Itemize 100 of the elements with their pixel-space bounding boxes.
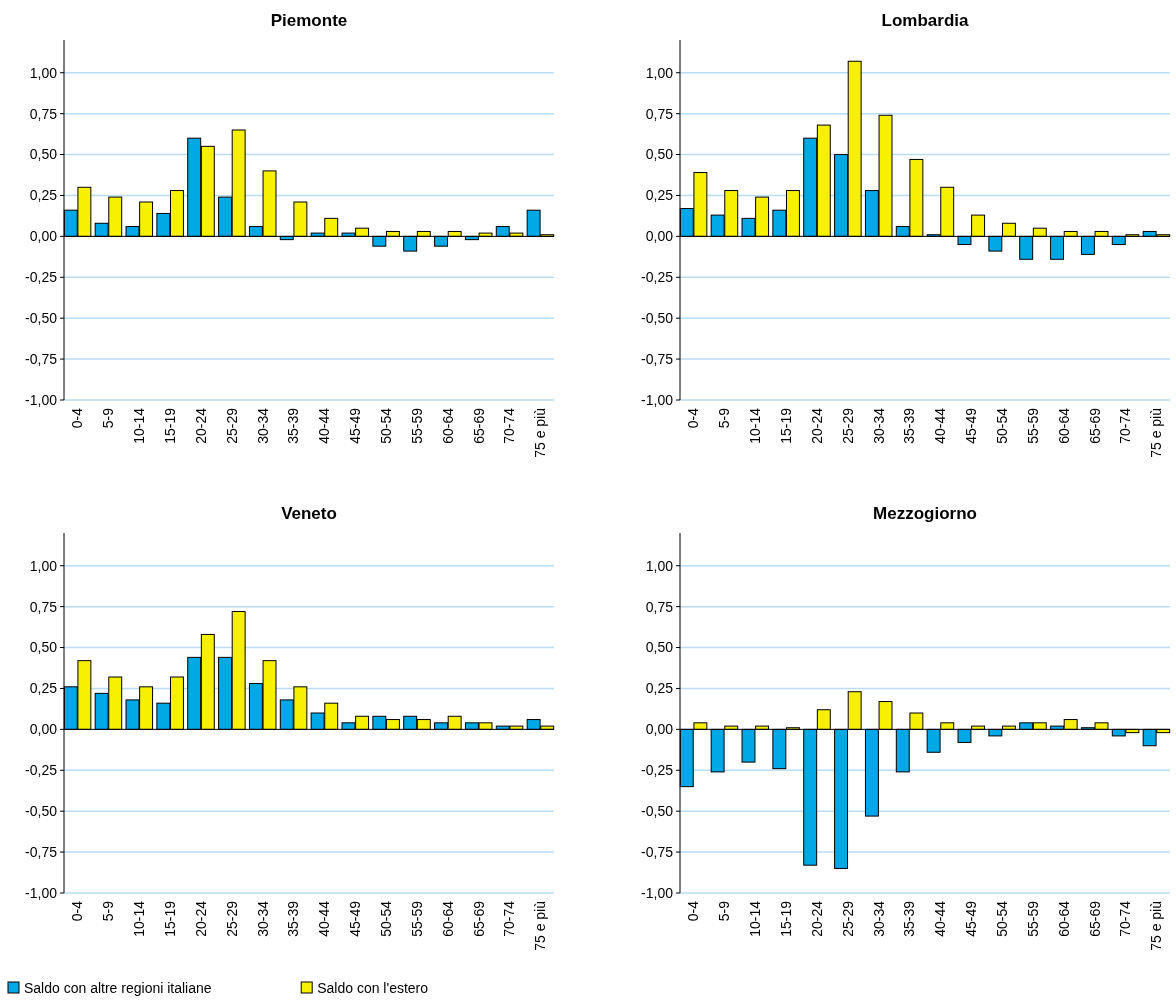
y-tick-label: 0,50 [645, 639, 674, 656]
x-tick-label: 40-44 [316, 900, 333, 937]
y-tick-label: -0,25 [641, 269, 674, 286]
x-tick-label: 30-34 [254, 900, 271, 937]
x-tick-label: 50-54 [994, 900, 1011, 937]
x-tick-label: 25-29 [223, 900, 240, 937]
x-tick-label: 5-9 [100, 900, 117, 922]
y-tick-label: 0,25 [645, 187, 674, 204]
x-tick-label: 55-59 [408, 900, 425, 937]
x-tick-label: 20-24 [192, 407, 209, 444]
x-tick-label: 30-34 [254, 407, 271, 444]
y-tick-label: 0,25 [645, 680, 674, 697]
y-tick-label: -0,50 [25, 803, 58, 820]
x-tick-label: 60-64 [1055, 407, 1072, 444]
y-tick-label: 0,00 [29, 228, 58, 245]
y-tick-label: 0,50 [29, 146, 58, 163]
x-tick-label: 5-9 [716, 900, 733, 922]
x-tick-label: 40-44 [932, 407, 949, 444]
y-tick-label: 0,50 [645, 146, 674, 163]
x-tick-label: 55-59 [1024, 900, 1041, 937]
legend-label: Saldo con altre regioni italiane [24, 979, 212, 996]
x-tick-label: 35-39 [901, 900, 918, 937]
x-tick-label: 40-44 [316, 407, 333, 444]
y-tick-label: -0,50 [641, 803, 674, 820]
x-tick-label: 30-34 [870, 407, 887, 444]
x-tick-label: 60-64 [439, 900, 456, 937]
x-tick-label: 10-14 [131, 900, 148, 937]
y-tick-label: -0,50 [25, 310, 58, 327]
chart-title: Veneto [281, 504, 337, 523]
x-tick-label: 15-19 [162, 900, 179, 937]
x-tick-label: 0-4 [685, 900, 702, 922]
y-tick-label: -0,50 [641, 310, 674, 327]
x-tick-label: 70-74 [501, 407, 518, 444]
x-tick-label: 15-19 [778, 407, 795, 444]
y-tick-label: 0,25 [29, 187, 58, 204]
x-tick-label: 45-49 [347, 900, 364, 937]
y-tick-label: 0,00 [29, 721, 58, 738]
x-tick-label: 75 e più [532, 408, 549, 458]
x-tick-label: 45-49 [963, 407, 980, 444]
x-tick-label: 10-14 [747, 407, 764, 444]
y-tick-label: 1,00 [29, 64, 58, 81]
y-tick-label: 0,75 [645, 598, 674, 615]
y-tick-label: -1,00 [25, 884, 58, 901]
y-tick-label: 1,00 [645, 557, 674, 574]
y-tick-label: -0,25 [25, 762, 58, 779]
x-tick-label: 35-39 [901, 407, 918, 444]
x-tick-label: 65-69 [1086, 407, 1103, 444]
y-tick-label: -0,75 [641, 843, 674, 860]
x-tick-label: 65-69 [470, 900, 487, 937]
x-tick-label: 5-9 [100, 407, 117, 429]
x-tick-label: 75 e più [532, 901, 549, 951]
legend-label: Saldo con l'estero [317, 979, 429, 996]
y-tick-label: -0,25 [25, 269, 58, 286]
x-tick-label: 60-64 [439, 407, 456, 444]
x-tick-label: 20-24 [192, 900, 209, 937]
y-tick-label: 1,00 [29, 557, 58, 574]
y-tick-label: -0,75 [25, 350, 58, 367]
x-tick-label: 50-54 [378, 900, 395, 937]
x-tick-label: 25-29 [223, 407, 240, 444]
x-tick-label: 70-74 [1117, 407, 1134, 444]
y-tick-label: 0,25 [29, 680, 58, 697]
x-tick-label: 0-4 [69, 407, 86, 429]
x-tick-label: 20-24 [808, 900, 825, 937]
x-tick-label: 20-24 [808, 407, 825, 444]
x-tick-label: 0-4 [69, 900, 86, 922]
x-tick-label: 40-44 [932, 900, 949, 937]
x-tick-label: 25-29 [839, 407, 856, 444]
x-tick-label: 50-54 [378, 407, 395, 444]
y-tick-label: -0,25 [641, 762, 674, 779]
y-tick-label: 1,00 [645, 64, 674, 81]
x-tick-label: 70-74 [501, 900, 518, 937]
chart-title: Lombardia [881, 11, 969, 30]
x-tick-label: 45-49 [963, 900, 980, 937]
y-tick-label: -1,00 [641, 884, 674, 901]
x-tick-label: 50-54 [994, 407, 1011, 444]
chart-title: Mezzogiorno [873, 504, 977, 523]
x-tick-label: 10-14 [131, 407, 148, 444]
y-tick-label: 0,50 [29, 639, 58, 656]
x-tick-label: 15-19 [162, 407, 179, 444]
y-tick-label: 0,75 [29, 598, 58, 615]
x-tick-label: 5-9 [716, 407, 733, 429]
x-tick-label: 10-14 [747, 900, 764, 937]
x-tick-label: 75 e più [1148, 901, 1165, 951]
x-tick-label: 55-59 [1024, 407, 1041, 444]
x-tick-label: 55-59 [408, 407, 425, 444]
x-tick-label: 60-64 [1055, 900, 1072, 937]
y-tick-label: 0,00 [645, 721, 674, 738]
y-tick-label: 0,00 [645, 228, 674, 245]
y-tick-label: -1,00 [641, 391, 674, 408]
x-tick-label: 75 e più [1148, 408, 1165, 458]
chart-title: Piemonte [270, 11, 348, 30]
x-tick-label: 15-19 [778, 900, 795, 937]
x-tick-label: 45-49 [347, 407, 364, 444]
x-tick-label: 25-29 [839, 900, 856, 937]
x-tick-label: 30-34 [870, 900, 887, 937]
x-tick-label: 35-39 [285, 407, 302, 444]
x-tick-label: 70-74 [1117, 900, 1134, 937]
x-tick-label: 0-4 [685, 407, 702, 429]
y-tick-label: -0,75 [25, 843, 58, 860]
x-tick-label: 65-69 [470, 407, 487, 444]
